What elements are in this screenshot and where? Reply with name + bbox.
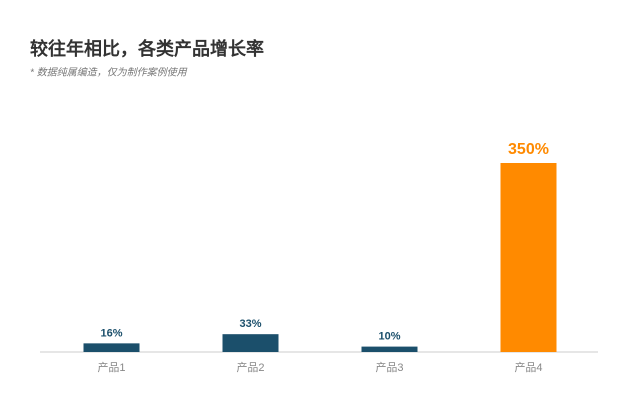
value-label: 350% xyxy=(508,141,549,158)
value-label: 16% xyxy=(100,327,122,339)
bar xyxy=(222,334,279,352)
value-label: 10% xyxy=(378,331,400,343)
chart-subtitle: * 数据纯属编造，仅为制作案例使用 xyxy=(30,67,188,79)
x-tick-label: 产品2 xyxy=(236,360,264,374)
bar xyxy=(500,163,557,352)
value-label: 33% xyxy=(239,318,261,330)
x-tick-label: 产品1 xyxy=(97,360,125,374)
bar xyxy=(83,343,140,352)
x-tick-label: 产品3 xyxy=(375,360,403,374)
chart-title: 较往年相比，各类产品增长率 xyxy=(30,38,264,59)
x-tick-label: 产品4 xyxy=(514,360,542,374)
bar xyxy=(361,346,418,352)
